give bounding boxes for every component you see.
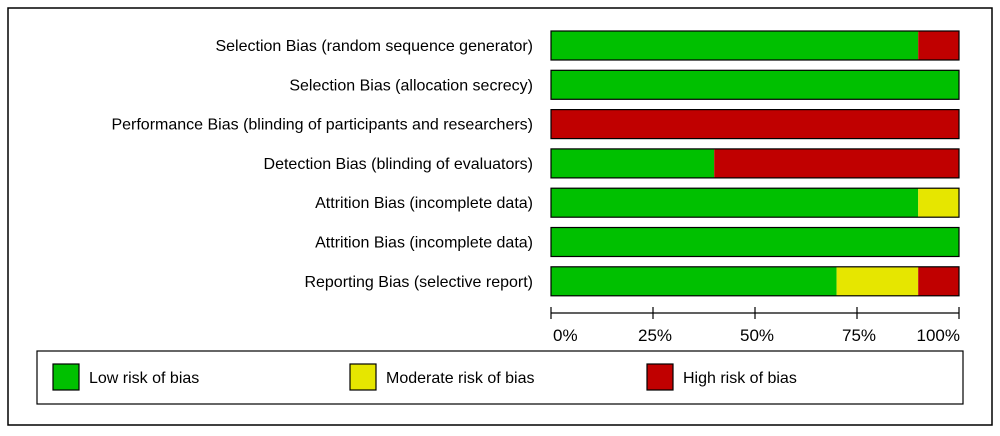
category-label: Attrition Bias (incomplete data) [315,195,533,212]
bar-outline [550,30,960,61]
bar-segment [918,188,959,218]
bar-segment [551,227,959,257]
bar-segment [551,70,959,100]
x-tick-label: 50% [740,326,774,345]
bar-segment [918,31,959,60]
category-label: Performance Bias (blinding of participan… [111,117,533,134]
bar-segment [836,266,919,296]
category-labels: Selection Bias (random sequence generato… [111,38,533,291]
bar-segment [551,31,919,60]
legend-label: Moderate risk of bias [386,370,535,387]
legend-swatch [646,363,674,391]
legend-box [36,350,964,405]
bar-segment [918,266,959,296]
bar-outline [550,69,960,100]
x-tick-label: 25% [638,326,672,345]
x-tick-label: 0% [553,326,578,345]
category-label: Reporting Bias (selective report) [304,274,533,291]
x-tick-label: 75% [842,326,876,345]
bar-segment [714,148,959,178]
x-axis: 0% 25% 50% 75% 100% [550,307,960,345]
bar-outline [550,187,960,218]
x-tick-label: 100% [917,326,960,345]
bar-segment [551,109,959,139]
category-label: Selection Bias (random sequence generato… [215,38,533,55]
bar-segment [551,188,919,218]
bar-outline [550,148,960,179]
bar-outline [550,266,960,297]
legend-swatch [349,363,377,391]
bar-segment [551,266,837,296]
bar-outline [550,226,960,258]
legend-label: Low risk of bias [89,370,199,387]
category-label: Selection Bias (allocation secrecy) [289,77,533,94]
category-label: Detection Bias (blinding of evaluators) [264,156,533,173]
legend-swatch [52,363,80,391]
category-label: Attrition Bias (incomplete data) [315,235,533,252]
legend: Low risk of bias Moderate risk of bias Hig… [36,350,964,405]
bar-outline [550,108,960,140]
bar-segment [551,148,715,178]
legend-label: High risk of bias [683,370,797,387]
bars-group [550,30,960,297]
